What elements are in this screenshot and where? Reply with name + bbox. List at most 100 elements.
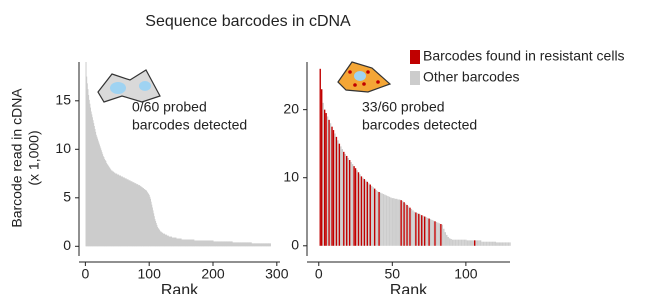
- bar: [470, 240, 471, 245]
- bar: [402, 201, 403, 246]
- x-tick-label: 0: [81, 266, 89, 282]
- bar: [502, 242, 503, 245]
- y-axis-label: (x 1,000): [26, 130, 42, 185]
- bar: [417, 213, 418, 246]
- legend-swatch: [410, 71, 420, 85]
- bar: [445, 232, 446, 246]
- x-tick-label: 0: [315, 266, 323, 282]
- bar: [324, 110, 325, 246]
- bar: [334, 133, 335, 245]
- bar: [377, 191, 378, 245]
- annotation: 33/60 probed: [362, 99, 445, 115]
- bar: [389, 197, 390, 246]
- bar: [383, 194, 384, 246]
- bar: [439, 223, 440, 245]
- bar: [400, 200, 401, 246]
- bar: [478, 240, 479, 245]
- bar: [461, 240, 462, 246]
- bar: [380, 193, 381, 246]
- bar: [399, 200, 400, 246]
- x-tick-label: 50: [385, 266, 401, 282]
- y-tick-label: 10: [283, 168, 299, 184]
- bar: [489, 242, 490, 246]
- annotation: barcodes detected: [362, 117, 477, 133]
- bar: [481, 242, 482, 246]
- bar: [443, 229, 444, 246]
- bar: [477, 240, 478, 245]
- bar: [342, 149, 343, 246]
- bar: [339, 144, 340, 246]
- bar: [409, 208, 410, 246]
- bar: [349, 160, 350, 246]
- bar: [464, 240, 465, 246]
- x-tick-label: 100: [138, 266, 162, 282]
- bar: [449, 238, 450, 245]
- bar: [368, 183, 369, 246]
- bar: [333, 130, 334, 246]
- bar: [453, 240, 454, 246]
- bar: [421, 215, 422, 246]
- bar: [430, 219, 431, 246]
- bar: [393, 198, 394, 246]
- bar: [483, 242, 484, 246]
- y-tick-label: 5: [63, 189, 71, 205]
- annotation: 0/60 probed: [132, 99, 207, 115]
- legend-swatch: [410, 50, 420, 64]
- bar: [387, 196, 388, 246]
- bar: [468, 240, 469, 245]
- figure: Sequence barcodes in cDNA Barcode read i…: [0, 0, 653, 294]
- bar: [327, 116, 328, 245]
- bar: [436, 222, 437, 246]
- bar: [365, 180, 366, 245]
- bar: [446, 235, 447, 246]
- bar: [358, 172, 359, 246]
- bar: [336, 137, 337, 246]
- y-tick-label: 0: [63, 237, 71, 253]
- bar: [328, 120, 329, 246]
- bar: [495, 242, 496, 246]
- y-axis-label: Barcode read in cDNA: [9, 88, 25, 228]
- bar: [330, 123, 331, 246]
- bar: [420, 214, 421, 245]
- bar: [492, 242, 493, 246]
- bar: [371, 186, 372, 246]
- bar: [503, 242, 504, 245]
- bar: [352, 164, 353, 246]
- bar: [403, 202, 404, 246]
- bar: [331, 127, 332, 246]
- bar: [392, 198, 393, 246]
- bar: [364, 179, 365, 246]
- bar: [480, 240, 481, 245]
- cell-icon: [338, 62, 390, 92]
- bar: [386, 195, 387, 245]
- bar: [450, 239, 451, 246]
- bar: [433, 221, 434, 246]
- bar: [347, 158, 348, 246]
- bar: [506, 242, 507, 245]
- cell-icon: [98, 70, 160, 102]
- bar: [353, 166, 354, 246]
- bar: [437, 223, 438, 246]
- legend-label: Barcodes found in resistant cells: [423, 48, 625, 64]
- bar: [498, 242, 499, 245]
- bar: [462, 240, 463, 246]
- bar: [452, 240, 453, 246]
- bar: [414, 212, 415, 246]
- bar: [434, 221, 435, 246]
- bar: [505, 242, 506, 245]
- legend-label: Other barcodes: [423, 69, 520, 85]
- bar: [500, 242, 501, 245]
- bar: [428, 219, 429, 246]
- bar: [375, 190, 376, 246]
- bar: [448, 237, 449, 246]
- figure-title: Sequence barcodes in cDNA: [145, 13, 351, 30]
- bar: [384, 195, 385, 246]
- bar: [467, 240, 468, 245]
- bar: [484, 242, 485, 246]
- bar: [458, 240, 459, 246]
- bar: [465, 240, 466, 246]
- bar: [459, 240, 460, 246]
- x-tick-label: 100: [454, 266, 478, 282]
- bar: [381, 193, 382, 245]
- bar: [390, 197, 391, 245]
